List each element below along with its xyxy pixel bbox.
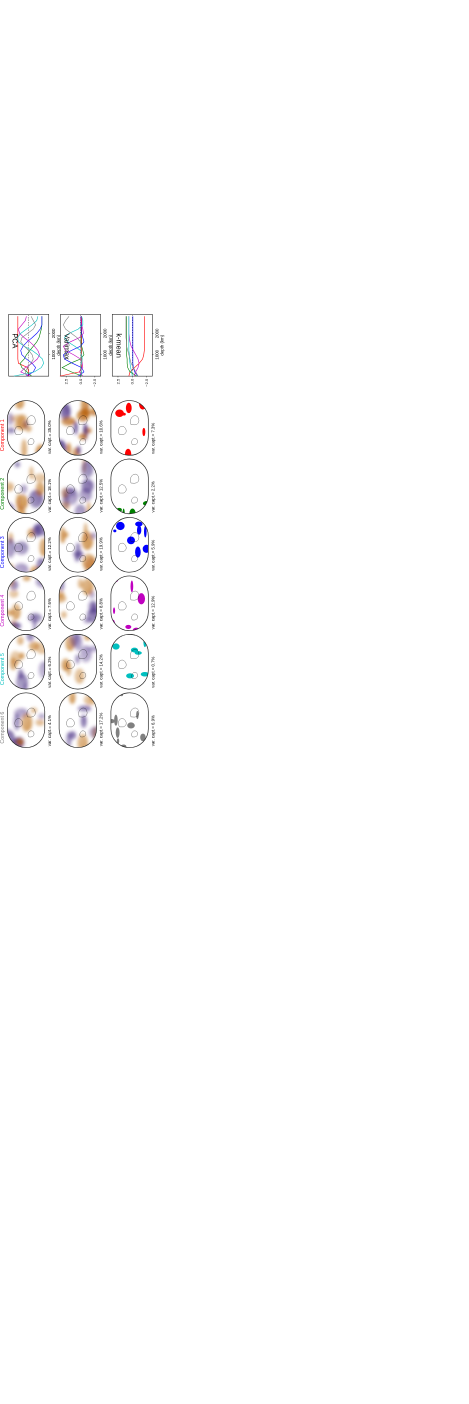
component-title-5: Component 5 bbox=[0, 653, 6, 685]
depth-tick-label: 1000 bbox=[103, 349, 108, 359]
map-r1-c3: var. capt.= 12.2% bbox=[5, 517, 52, 577]
method-label: Varimax bbox=[62, 333, 71, 360]
map-r3-c6: var. capt.= 6.9% bbox=[107, 692, 155, 748]
map-r1-c6: var. capt.= 4.1% bbox=[0, 693, 52, 751]
map-field bbox=[58, 630, 101, 691]
value-tick-label: 2.5 bbox=[115, 378, 120, 384]
value-tick-label: 2.5 bbox=[64, 378, 69, 384]
method-label: PCA bbox=[11, 333, 20, 348]
map-field bbox=[2, 459, 47, 520]
value-tick-label: 0.0 bbox=[130, 378, 135, 384]
value-tick-label: −2.5 bbox=[144, 378, 149, 387]
depth-tick-label: 1000 bbox=[51, 349, 56, 359]
method-label: k-mean bbox=[114, 333, 123, 357]
variance-label: var. capt.= 10.6% bbox=[99, 420, 104, 454]
map-field bbox=[53, 397, 98, 464]
map-field bbox=[111, 634, 149, 689]
depth-tick-label: 1000 bbox=[154, 349, 159, 359]
value-tick-label: −2.5 bbox=[92, 378, 97, 387]
variance-label: var. capt.= 12.9% bbox=[150, 596, 155, 630]
map-r3-c3: var. capt.= 5.9% bbox=[110, 517, 155, 576]
map-r2-c5: var. capt.= 14.2% bbox=[58, 630, 104, 691]
variance-label: var. capt.= 14.2% bbox=[99, 654, 104, 688]
map-r2-c6: var. capt.= 17.2% bbox=[55, 689, 104, 752]
variance-label: var. capt.= 6.9% bbox=[150, 715, 155, 746]
variance-label: var. capt.= 4.1% bbox=[47, 715, 52, 746]
variance-label: var. capt.= 12.2% bbox=[47, 537, 52, 571]
map-field bbox=[111, 459, 151, 518]
depth-tick-label: 2000 bbox=[51, 328, 56, 338]
variance-label: var. capt.= 17.2% bbox=[99, 713, 104, 747]
variance-label: var. capt.= 18.1% bbox=[47, 479, 52, 513]
map-r1-c5: var. capt.= 6.2% bbox=[7, 631, 51, 695]
map-r2-c2: var. capt.= 12.5% bbox=[59, 458, 103, 522]
depth-tick-label: 2000 bbox=[103, 328, 108, 338]
map-r2-c4: var. capt.= 8.8% bbox=[52, 576, 103, 631]
map-r1-c1: var. capt.= 35.0% bbox=[7, 397, 52, 458]
map-r3-c5: var. capt.= 0.7% bbox=[111, 634, 155, 689]
variance-label: var. capt.= 8.8% bbox=[99, 598, 104, 629]
map-field bbox=[111, 576, 148, 633]
map-r2-c1: var. capt.= 10.6% bbox=[53, 397, 104, 464]
map-field bbox=[2, 575, 49, 632]
variance-label: var. capt.= 35.0% bbox=[47, 420, 52, 454]
map-field bbox=[55, 689, 104, 752]
map-field bbox=[59, 458, 96, 522]
map-field bbox=[107, 692, 148, 748]
variance-label: var. capt.= 6.2% bbox=[47, 656, 52, 687]
component-title-3: Component 3 bbox=[0, 536, 6, 568]
component-title-2: Component 2 bbox=[0, 478, 6, 510]
value-tick-label: 0.0 bbox=[78, 378, 83, 384]
map-field bbox=[111, 399, 148, 461]
map-field bbox=[52, 576, 101, 631]
component-title-4: Component 4 bbox=[0, 595, 6, 627]
variance-label: var. capt.= 7.3% bbox=[150, 423, 155, 454]
variance-label: var. capt.= 0.7% bbox=[150, 656, 155, 687]
map-r1-c4: var. capt.= 7.6% bbox=[2, 575, 51, 632]
depth-axis-label: depth (km) bbox=[160, 334, 165, 355]
map-r3-c4: var. capt.= 12.9% bbox=[111, 576, 155, 633]
variance-label: var. capt.= 7.6% bbox=[47, 598, 52, 629]
map-r3-c1: var. capt.= 7.3% bbox=[111, 399, 155, 461]
depth-tick-label: 2000 bbox=[154, 328, 159, 338]
component-title-1: Component 1 bbox=[0, 419, 6, 451]
map-r3-c2: var. capt.= 2.2% bbox=[111, 459, 155, 518]
variance-label: var. capt.= 12.5% bbox=[99, 479, 104, 513]
variance-label: var. capt.= 2.2% bbox=[150, 481, 155, 512]
map-r1-c2: var. capt.= 18.1% bbox=[2, 459, 52, 520]
variance-label: var. capt.= 19.9% bbox=[99, 537, 104, 571]
map-field bbox=[0, 693, 45, 751]
map-r2-c3: var. capt.= 19.9% bbox=[59, 514, 103, 574]
map-field bbox=[110, 517, 150, 576]
map-field bbox=[7, 631, 49, 695]
variance-label: var. capt.= 5.9% bbox=[150, 540, 155, 571]
component-title-6: Component 6 bbox=[0, 712, 6, 744]
